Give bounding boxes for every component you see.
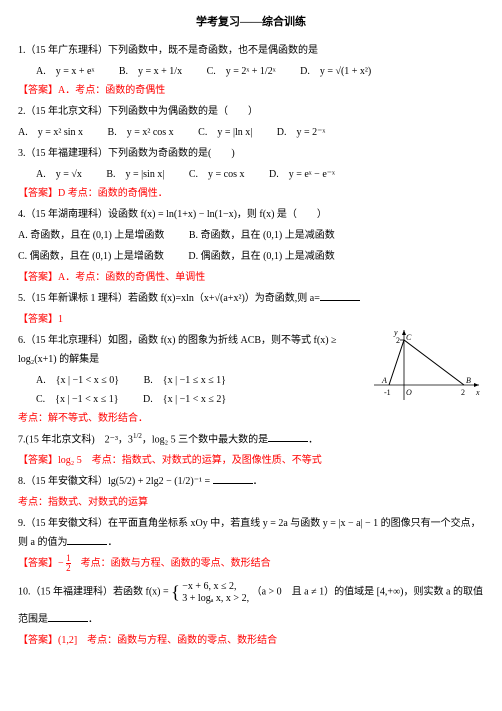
doc-title: 学考复习——综合训练 bbox=[18, 12, 484, 33]
q6-opt-d: D. {x | −1 < x ≤ 2} bbox=[143, 390, 226, 409]
q2-stem: 2.（15 年北京文科）下列函数中为偶函数的是（ ） bbox=[18, 102, 484, 121]
q6-opt-b: B. {x | −1 ≤ x ≤ 1} bbox=[144, 371, 226, 390]
q8-blank bbox=[213, 473, 253, 484]
fig-label-b: B bbox=[466, 376, 471, 385]
fig-label-o: O bbox=[406, 388, 412, 397]
q9-blank bbox=[67, 534, 107, 545]
q10-line: 10.（15 年福建理科）若函数 f(x) = { −x + 6, x ≤ 2,… bbox=[18, 575, 484, 628]
q4-row1: A. 奇函数，且在 (0,1) 上是增函数 B. 奇函数，且在 (0,1) 上是… bbox=[18, 226, 484, 245]
q9-kao: 函数与方程、函数的零点、数形结合 bbox=[111, 558, 271, 569]
fig-ylabel: y bbox=[393, 328, 398, 337]
fig-tick-neg1: -1 bbox=[384, 388, 391, 397]
q6-figure: A C B O -1 2 2 x y bbox=[364, 325, 484, 405]
q8-stem: 8.（15 年安徽文科）lg(5/2) + 2lg2 − (1/2)⁻¹ = bbox=[18, 476, 213, 487]
q7-stem-a: 7.(15 年北京文科) 2⁻³，3 bbox=[18, 434, 133, 445]
q10-piece2: 3 + logₐ x, x > 2, bbox=[182, 593, 249, 605]
q9-ans-b: 考点： bbox=[71, 558, 111, 569]
q3-opt-a: A. y = √x bbox=[36, 165, 82, 184]
q3-answer: 【答案】D 考点：函数的奇偶性． bbox=[18, 184, 484, 203]
q7-line: 7.(15 年北京文科) 2⁻³，31/2，log₂ 5 三个数中最大数的是． bbox=[18, 430, 484, 449]
q4-answer: 【答案】A．考点：函数的奇偶性、单调性 bbox=[18, 268, 484, 287]
q10-blank bbox=[48, 611, 88, 622]
q6-opt-a: A. {x | −1 < x ≤ 0} bbox=[36, 371, 119, 390]
q4-opt-d: D. 偶函数，且在 (0,1) 上是减函数 bbox=[188, 247, 334, 266]
q1-options: A. y = x + eˣ B. y = x + 1/x C. y = 2ˣ +… bbox=[18, 62, 484, 81]
q4-opt-c: C. 偶函数，且在 (0,1) 上是增函数 bbox=[18, 247, 164, 266]
q1-stem: 1.（15 年广东理科）下列函数中，既不是奇函数，也不是偶函数的是 bbox=[18, 41, 484, 60]
q2-options: A. y = x² sin x B. y = x² cos x C. y = |… bbox=[18, 123, 484, 142]
q2-opt-d: D. y = 2⁻ˣ bbox=[277, 123, 326, 142]
q4-opt-a: A. 奇函数，且在 (0,1) 上是增函数 bbox=[18, 226, 164, 245]
q9-line: 9.（15 年安徽文科）在平面直角坐标系 xOy 中，若直线 y = 2a 与函… bbox=[18, 514, 484, 552]
q10-stem-a: 10.（15 年福建理科）若函数 f(x) = bbox=[18, 587, 171, 598]
q8-line: 8.（15 年安徽文科）lg(5/2) + 2lg2 − (1/2)⁻¹ = ． bbox=[18, 472, 484, 491]
q3-stem: 3.（15 年福建理科）下列函数为奇函数的是( ) bbox=[18, 144, 484, 163]
q1-opt-b: B. y = x + 1/x bbox=[119, 62, 182, 81]
q5-stem: 5.（15 年新课标 1 理科）若函数 f(x)=xln（x+√(a+x²)）为… bbox=[18, 293, 320, 304]
fig-tick-2: 2 bbox=[461, 388, 465, 397]
q3-opt-d: D. y = eˣ − e⁻ˣ bbox=[269, 165, 335, 184]
fig-label-c: C bbox=[406, 333, 412, 342]
q4-opt-b: B. 奇函数，且在 (0,1) 上是减函数 bbox=[189, 226, 335, 245]
q1-answer: 【答案】A．考点：函数的奇偶性 bbox=[18, 81, 484, 100]
q9-answer: 【答案】− 12 考点：函数与方程、函数的零点、数形结合 bbox=[18, 554, 484, 573]
q9-ans-a: 【答案】− bbox=[18, 558, 66, 569]
q1-opt-a: A. y = x + eˣ bbox=[36, 62, 94, 81]
q10-answer: 【答案】(1,2] 考点：函数与方程、函数的零点、数形结合 bbox=[18, 631, 484, 650]
fig-tick-y2: 2 bbox=[396, 336, 400, 345]
q3-opt-c: C. y = cos x bbox=[189, 165, 245, 184]
q5-blank bbox=[320, 290, 360, 301]
q6-block: 6.（15 年北京理科）如图，函数 f(x) 的图象为折线 ACB，则不等式 f… bbox=[18, 331, 484, 428]
q7-blank bbox=[268, 431, 308, 442]
q6-opt-c: C. {x | −1 < x ≤ 1} bbox=[36, 390, 119, 409]
fig-label-a: A bbox=[381, 376, 387, 385]
q2-opt-b: B. y = x² cos x bbox=[108, 123, 174, 142]
q1-opt-c: C. y = 2ˣ + 1/2ˣ bbox=[207, 62, 276, 81]
q8-kaodian: 考点：指数式、对数式的运算 bbox=[18, 493, 484, 512]
q10-piece1: −x + 6, x ≤ 2, bbox=[182, 581, 249, 593]
q7-stem-b: ，log₂ 5 三个数中最大数的是 bbox=[142, 434, 268, 445]
q5-line: 5.（15 年新课标 1 理科）若函数 f(x)=xln（x+√(a+x²)）为… bbox=[18, 289, 484, 308]
q7-answer: 【答案】log₂ 5 考点：指数式、对数式的运算，及图像性质、不等式 bbox=[18, 451, 484, 470]
q4-row2: C. 偶函数，且在 (0,1) 上是增函数 D. 偶函数，且在 (0,1) 上是… bbox=[18, 247, 484, 266]
q3-options: A. y = √x B. y = |sin x| C. y = cos x D.… bbox=[18, 165, 484, 184]
q4-stem: 4.（15 年湖南理科）设函数 f(x) = ln(1+x) − ln(1−x)… bbox=[18, 205, 484, 224]
q7-exp: 1/2 bbox=[133, 432, 142, 440]
fig-xlabel: x bbox=[475, 388, 480, 397]
q1-opt-d: D. y = √(1 + x²) bbox=[300, 62, 371, 81]
q10-ans: 【答案】(1,2] 考点：函数与方程、函数的零点、数形结合 bbox=[18, 635, 277, 646]
q2-opt-c: C. y = |ln x| bbox=[198, 123, 252, 142]
q6-kaodian: 考点：解不等式、数形结合． bbox=[18, 409, 484, 428]
q2-opt-a: A. y = x² sin x bbox=[18, 123, 83, 142]
q3-opt-b: B. y = |sin x| bbox=[106, 165, 164, 184]
